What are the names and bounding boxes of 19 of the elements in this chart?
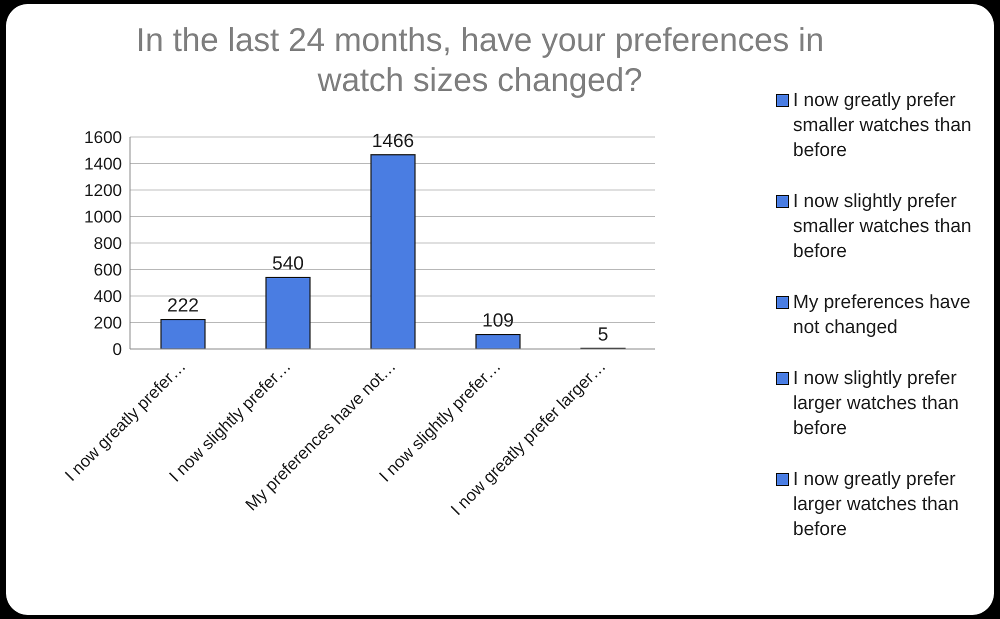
- data-label: 540: [272, 253, 304, 274]
- legend-label: I now greatly prefer larger watches than before: [793, 468, 960, 542]
- y-tick-label: 0: [112, 340, 122, 360]
- legend-label: My preferences have not changed: [793, 291, 972, 340]
- data-label: 109: [482, 310, 514, 332]
- y-tick-label: 1600: [84, 128, 122, 148]
- y-tick-label: 200: [94, 314, 122, 333]
- y-tick-label: 400: [94, 287, 122, 306]
- y-tick-label: 600: [94, 260, 122, 280]
- legend-label: I now slightly prefer larger watches than before: [793, 367, 960, 441]
- y-tick-label: 800: [94, 234, 122, 254]
- y-tick-label: 1000: [84, 208, 122, 227]
- y-tick-label: 1400: [84, 154, 122, 174]
- y-tick-label: 1200: [84, 181, 122, 200]
- legend-label: I now greatly prefer smaller watches than before: [793, 89, 972, 163]
- data-label: 222: [167, 296, 199, 317]
- data-label: 1466: [372, 130, 414, 152]
- data-label: 5: [598, 324, 608, 346]
- legend-label: I now slightly prefer smaller watches than before: [793, 190, 972, 264]
